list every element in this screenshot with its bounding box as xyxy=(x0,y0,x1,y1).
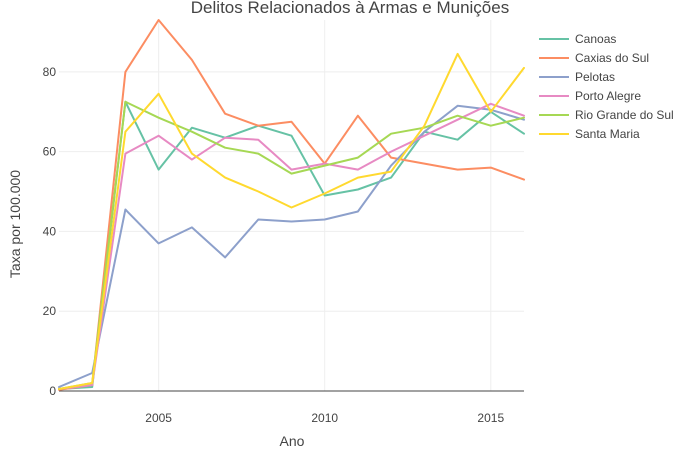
legend-item[interactable]: Pelotas xyxy=(539,70,615,84)
legend-item[interactable]: Caxias do Sul xyxy=(539,51,649,65)
x-tick-label: 2005 xyxy=(145,411,172,425)
legend-label: Pelotas xyxy=(575,70,615,84)
series-line-santa-maria[interactable] xyxy=(58,52,525,390)
series-line-canoas[interactable] xyxy=(58,100,525,390)
y-tick-label: 40 xyxy=(43,224,57,238)
legend-item[interactable]: Canoas xyxy=(539,32,616,46)
legend-label: Caxias do Sul xyxy=(575,51,649,65)
x-tick-label: 2015 xyxy=(477,411,504,425)
y-tick-label: 80 xyxy=(43,65,57,79)
legend-item[interactable]: Porto Alegre xyxy=(539,89,641,103)
chart-title: Delitos Relacionados à Armas e Munições xyxy=(191,0,509,17)
series-line-rio-grande-do-sul[interactable] xyxy=(58,100,525,390)
legend-item[interactable]: Rio Grande do Sul xyxy=(539,108,674,122)
series-line-caxias-do-sul[interactable] xyxy=(58,19,525,391)
legend-label: Porto Alegre xyxy=(575,89,641,103)
y-tick-label: 20 xyxy=(43,304,57,318)
legend-label: Santa Maria xyxy=(575,127,640,141)
series-line-pelotas[interactable] xyxy=(58,104,525,388)
gridlines xyxy=(59,20,524,392)
legend-label: Rio Grande do Sul xyxy=(575,108,674,122)
series-line-porto-alegre[interactable] xyxy=(58,102,525,390)
x-tick-label: 2010 xyxy=(311,411,338,425)
y-tick-label: 0 xyxy=(49,384,56,398)
series-lines xyxy=(58,19,525,391)
tick-labels: 2005 2010 2015 0 20 40 60 80 xyxy=(43,65,505,425)
legend[interactable]: Canoas Caxias do Sul Pelotas Porto Alegre Ri… xyxy=(539,32,674,141)
y-axis-label: Taxa por 100.000 xyxy=(7,170,23,278)
legend-item[interactable]: Santa Maria xyxy=(539,127,640,141)
legend-label: Canoas xyxy=(575,32,616,46)
x-axis-label: Ano xyxy=(280,433,305,449)
y-tick-label: 60 xyxy=(43,145,57,159)
